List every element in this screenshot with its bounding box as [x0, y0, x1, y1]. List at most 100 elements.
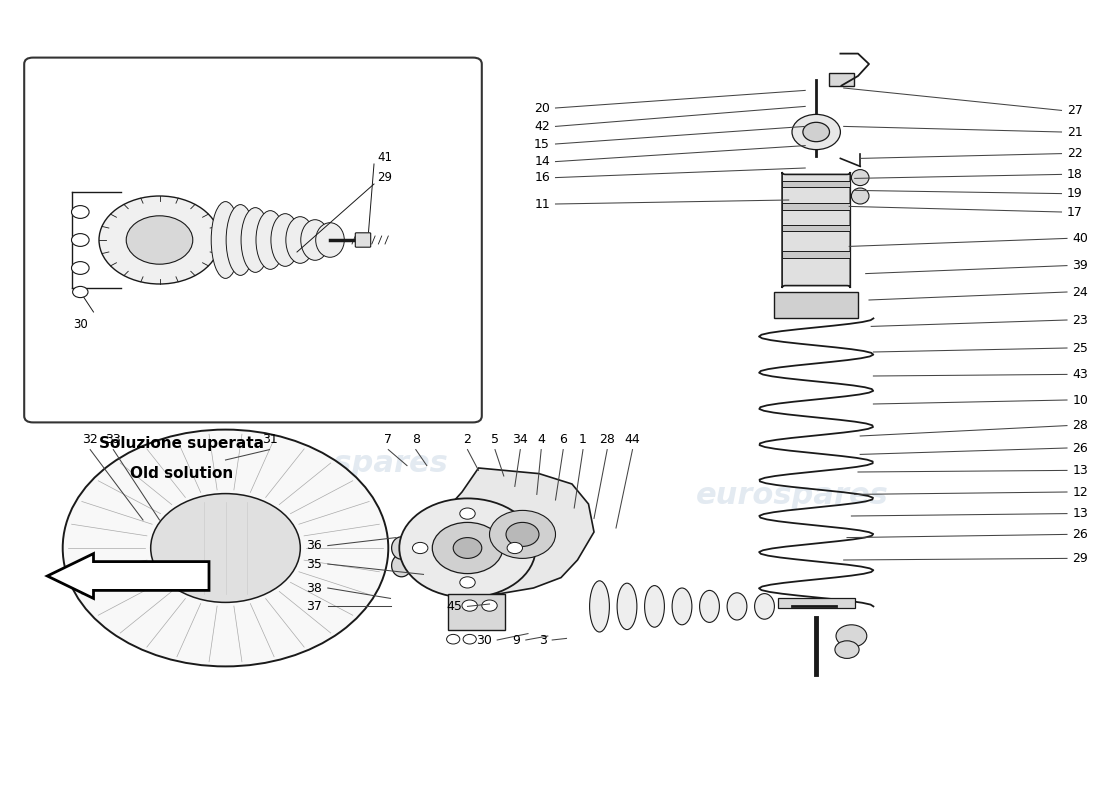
Circle shape [63, 430, 388, 666]
Text: 19: 19 [1067, 187, 1082, 200]
Text: 7: 7 [384, 433, 393, 446]
Bar [782, 225, 850, 231]
Ellipse shape [590, 581, 609, 632]
Text: 11: 11 [535, 198, 550, 210]
Ellipse shape [256, 210, 285, 270]
Text: 30: 30 [73, 318, 88, 330]
Text: 23: 23 [1072, 314, 1088, 326]
Circle shape [453, 538, 482, 558]
Circle shape [73, 286, 88, 298]
Text: 32: 32 [82, 433, 98, 446]
Text: 38: 38 [307, 582, 322, 594]
Text: 28: 28 [1072, 419, 1088, 432]
Text: 24: 24 [1072, 286, 1088, 298]
Text: 18: 18 [1067, 168, 1082, 181]
Ellipse shape [316, 222, 344, 258]
Text: 26: 26 [1072, 528, 1088, 541]
Circle shape [460, 508, 475, 519]
Text: 3: 3 [539, 634, 547, 646]
Text: 44: 44 [625, 433, 640, 446]
Text: 25: 25 [1072, 342, 1088, 354]
Text: 28: 28 [600, 433, 615, 446]
FancyBboxPatch shape [355, 233, 371, 247]
Text: 20: 20 [535, 102, 550, 114]
Bar [448, 594, 505, 630]
Text: 43: 43 [1072, 368, 1088, 381]
Ellipse shape [211, 202, 240, 278]
Circle shape [835, 641, 859, 658]
Circle shape [490, 510, 556, 558]
Ellipse shape [241, 208, 270, 272]
Text: eurospares: eurospares [255, 450, 449, 478]
Ellipse shape [672, 588, 692, 625]
Circle shape [72, 262, 89, 274]
Ellipse shape [617, 583, 637, 630]
Ellipse shape [700, 590, 719, 622]
Text: 42: 42 [535, 120, 550, 133]
Text: 29: 29 [1072, 552, 1088, 565]
Text: 45: 45 [447, 600, 462, 613]
Text: 1: 1 [579, 433, 587, 446]
Text: 13: 13 [1072, 464, 1088, 477]
Polygon shape [47, 554, 209, 598]
Circle shape [836, 625, 867, 647]
Bar [778, 598, 855, 608]
Circle shape [72, 234, 89, 246]
Circle shape [412, 542, 428, 554]
Ellipse shape [727, 593, 747, 620]
Circle shape [460, 577, 475, 588]
Ellipse shape [286, 217, 315, 263]
Circle shape [399, 498, 536, 598]
Ellipse shape [227, 205, 255, 275]
Bar [782, 181, 850, 187]
Bar [782, 251, 850, 258]
Polygon shape [421, 468, 594, 596]
Circle shape [507, 542, 522, 554]
Text: 39: 39 [1072, 259, 1088, 272]
Text: eurospares: eurospares [695, 482, 889, 510]
FancyBboxPatch shape [782, 172, 850, 288]
Text: 10: 10 [1072, 394, 1088, 406]
Text: 21: 21 [1067, 126, 1082, 138]
Text: 12: 12 [1072, 486, 1088, 498]
Ellipse shape [755, 594, 774, 619]
Circle shape [447, 634, 460, 644]
Text: 15: 15 [535, 138, 550, 150]
Text: 29: 29 [377, 171, 393, 184]
Circle shape [126, 216, 192, 264]
Circle shape [506, 522, 539, 546]
Circle shape [432, 522, 503, 574]
Circle shape [803, 122, 829, 142]
Text: 2: 2 [463, 433, 472, 446]
Text: 9: 9 [513, 634, 520, 646]
Circle shape [463, 634, 476, 644]
Text: 31: 31 [262, 433, 277, 446]
Text: 30: 30 [476, 634, 492, 646]
Text: 14: 14 [535, 155, 550, 168]
Ellipse shape [851, 188, 869, 204]
Text: 5: 5 [491, 433, 499, 446]
Bar [829, 73, 854, 86]
Text: 13: 13 [1072, 507, 1088, 520]
Text: 40: 40 [1072, 232, 1088, 245]
Text: 33: 33 [106, 433, 121, 446]
Text: 17: 17 [1067, 206, 1082, 218]
Text: 37: 37 [307, 600, 322, 613]
Text: 6: 6 [559, 433, 568, 446]
Ellipse shape [645, 586, 664, 627]
Circle shape [482, 600, 497, 611]
Text: 36: 36 [307, 539, 322, 552]
Text: 4: 4 [537, 433, 546, 446]
Ellipse shape [300, 220, 329, 260]
Text: 35: 35 [307, 558, 322, 570]
Circle shape [99, 196, 220, 284]
Circle shape [72, 206, 89, 218]
Bar [782, 203, 850, 210]
Ellipse shape [851, 170, 869, 186]
Text: Old solution: Old solution [130, 466, 233, 482]
Bar [774, 292, 858, 318]
Ellipse shape [392, 554, 411, 577]
Circle shape [151, 494, 300, 602]
Text: 22: 22 [1067, 147, 1082, 160]
Text: 27: 27 [1067, 104, 1082, 117]
